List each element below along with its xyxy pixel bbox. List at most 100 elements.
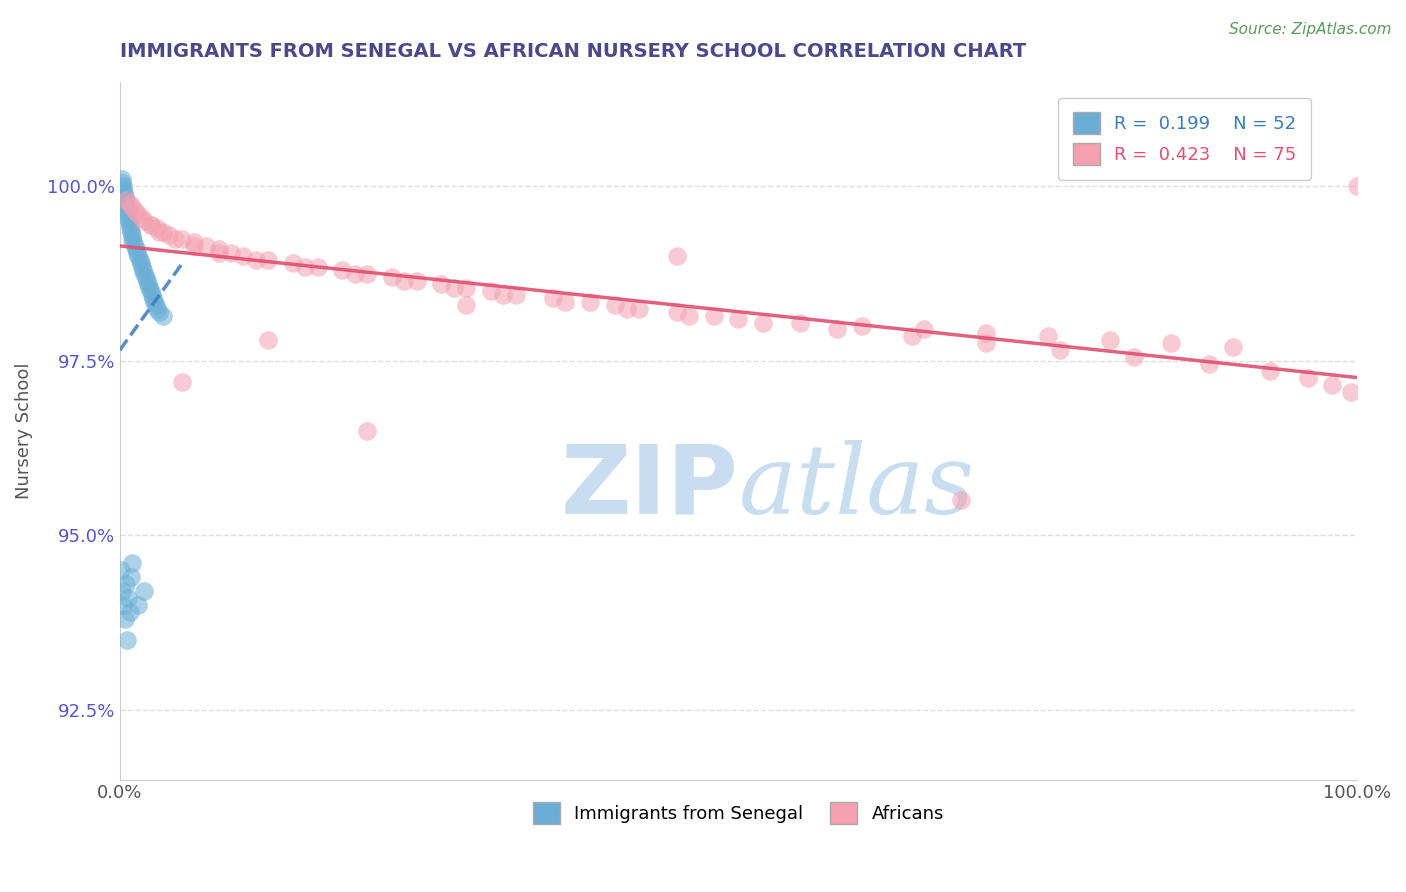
Point <box>827 322 849 336</box>
Point <box>170 232 193 246</box>
Point <box>157 228 180 243</box>
Point <box>950 493 973 508</box>
Point <box>121 556 143 570</box>
Point <box>139 218 162 232</box>
Point <box>139 218 162 232</box>
Point <box>356 267 378 281</box>
Point <box>208 245 231 260</box>
Point <box>430 277 453 292</box>
Point <box>146 301 169 316</box>
Point <box>170 375 193 389</box>
Point <box>541 291 564 305</box>
Point <box>134 267 156 281</box>
Point <box>120 570 142 584</box>
Point <box>127 598 149 612</box>
Point <box>112 186 135 201</box>
Point <box>110 176 132 190</box>
Point <box>1296 371 1319 385</box>
Point <box>1160 336 1182 351</box>
Point <box>183 235 205 250</box>
Point <box>219 245 242 260</box>
Point <box>118 218 141 232</box>
Point <box>115 194 138 208</box>
Point <box>127 249 149 263</box>
Point <box>900 329 922 343</box>
Point <box>603 298 626 312</box>
Point <box>142 291 165 305</box>
Point <box>111 584 134 599</box>
Point <box>117 591 139 606</box>
Point <box>125 242 148 256</box>
Point <box>443 280 465 294</box>
Point <box>121 200 143 214</box>
Text: Source: ZipAtlas.com: Source: ZipAtlas.com <box>1229 22 1392 37</box>
Point <box>148 305 170 319</box>
Point <box>148 225 170 239</box>
Point <box>1260 364 1282 378</box>
Point <box>117 207 139 221</box>
Point <box>616 301 638 316</box>
Point <box>143 294 166 309</box>
Point <box>307 260 329 274</box>
Point <box>257 252 280 267</box>
Point <box>146 221 169 235</box>
Point <box>134 584 156 599</box>
Point <box>138 280 160 294</box>
Point <box>1036 329 1059 343</box>
Point <box>456 298 478 312</box>
Point <box>152 309 174 323</box>
Y-axis label: Nursery School: Nursery School <box>15 362 32 499</box>
Point <box>111 172 134 186</box>
Point <box>118 197 141 211</box>
Point <box>257 333 280 347</box>
Point <box>112 598 135 612</box>
Point <box>974 326 997 340</box>
Point <box>124 203 146 218</box>
Point <box>136 274 159 288</box>
Point <box>232 249 254 263</box>
Point <box>492 287 515 301</box>
Point <box>127 207 149 221</box>
Point <box>665 249 688 263</box>
Point <box>136 277 159 292</box>
Point <box>128 252 150 267</box>
Point <box>505 287 527 301</box>
Point <box>1340 385 1362 400</box>
Point <box>118 214 141 228</box>
Point <box>579 294 602 309</box>
Point <box>129 256 152 270</box>
Point <box>131 211 153 225</box>
Point <box>332 263 354 277</box>
Point <box>131 260 153 274</box>
Point <box>479 284 502 298</box>
Point <box>356 424 378 438</box>
Point <box>208 242 231 256</box>
Point <box>183 239 205 253</box>
Point <box>115 200 138 214</box>
Point <box>124 239 146 253</box>
Point <box>112 183 135 197</box>
Point <box>1346 179 1368 194</box>
Point <box>141 287 163 301</box>
Point <box>114 612 136 626</box>
Point <box>122 235 145 250</box>
Text: IMMIGRANTS FROM SENEGAL VS AFRICAN NURSERY SCHOOL CORRELATION CHART: IMMIGRANTS FROM SENEGAL VS AFRICAN NURSE… <box>120 42 1026 61</box>
Point <box>115 633 138 648</box>
Point <box>120 225 142 239</box>
Point <box>727 312 749 326</box>
Point <box>678 309 700 323</box>
Point <box>115 197 138 211</box>
Point <box>114 190 136 204</box>
Point <box>135 270 157 285</box>
Point <box>456 280 478 294</box>
Point <box>789 316 811 330</box>
Point <box>912 322 935 336</box>
Point <box>121 228 143 243</box>
Point <box>120 221 142 235</box>
Point <box>139 284 162 298</box>
Legend: Immigrants from Senegal, Africans: Immigrants from Senegal, Africans <box>523 793 953 833</box>
Point <box>114 194 136 208</box>
Point <box>1098 333 1121 347</box>
Point <box>132 263 155 277</box>
Point <box>665 305 688 319</box>
